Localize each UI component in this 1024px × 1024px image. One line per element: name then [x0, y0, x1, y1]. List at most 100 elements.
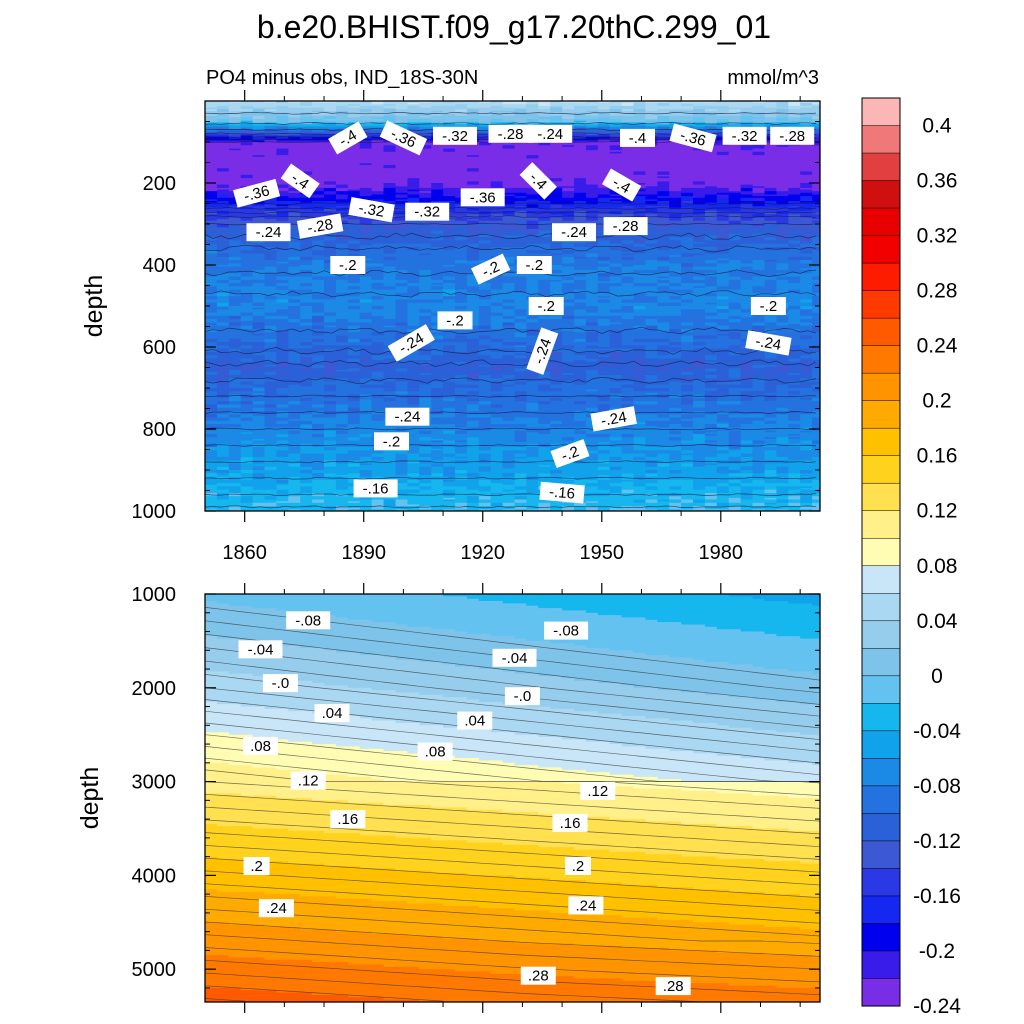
contour-fill-cell — [371, 163, 385, 166]
contour-fill-cell — [359, 163, 373, 166]
contour-fill-cell — [681, 192, 694, 195]
contour-fill-cell — [359, 142, 373, 145]
contour-fill-cell — [252, 119, 266, 122]
contour-fill-cell — [466, 160, 480, 163]
contour-fill-cell — [312, 114, 325, 117]
contour-fill-cell — [431, 110, 444, 113]
contour-fill-cell — [645, 173, 658, 176]
contour-fill-cell — [609, 196, 623, 199]
contour-fill-cell — [764, 102, 777, 105]
contour-fill-cell — [657, 156, 670, 159]
contour-fill-cell — [716, 104, 730, 107]
contour-fill-cell — [550, 176, 563, 179]
contour-fill-cell — [788, 120, 801, 123]
contour-fill-cell — [347, 173, 361, 176]
contour-fill-cell — [300, 199, 313, 202]
contour-fill-cell — [419, 127, 432, 130]
contour-fill-cell — [716, 101, 730, 104]
contour-fill-cell — [216, 212, 230, 215]
contour-fill-cell — [466, 212, 480, 215]
contour-fill-cell — [324, 125, 337, 128]
contour-fill-cell — [276, 163, 289, 166]
contour-fill-cell — [693, 181, 706, 184]
contour-fill-cell — [788, 153, 801, 156]
contour-fill-cell — [752, 155, 765, 158]
contour-fill-cell — [633, 192, 646, 195]
contour-fill-cell — [407, 105, 420, 109]
contour-fill-cell — [538, 202, 551, 205]
contour-fill-cell — [669, 109, 682, 112]
contour-fill-cell — [657, 151, 670, 154]
contour-fill-cell — [740, 155, 754, 158]
contour-fill-cell — [240, 206, 254, 209]
contour-fill-cell — [740, 150, 754, 153]
contour-fill-cell — [788, 206, 801, 209]
contour-fill-cell — [216, 137, 230, 140]
contour-fill-cell — [347, 143, 361, 146]
contour-fill-cell — [812, 104, 820, 107]
contour-fill-cell — [371, 145, 385, 148]
contour-fill-cell — [609, 199, 623, 202]
contour-fill-cell — [788, 105, 801, 109]
contour-fill-cell — [776, 146, 789, 150]
contour-fill-cell — [205, 148, 218, 151]
contour-fill-cell — [300, 128, 313, 132]
contour-fill-cell — [431, 194, 444, 197]
contour-fill-cell — [633, 115, 646, 118]
contour-fill-cell — [419, 119, 432, 122]
contour-fill-cell — [669, 178, 682, 181]
contour-fill-cell — [347, 156, 361, 159]
contour-fill-cell — [216, 102, 230, 105]
contour-fill-cell — [419, 120, 432, 123]
contour-fill-cell — [288, 140, 301, 143]
contour-fill-cell — [526, 107, 539, 110]
contour-fill-cell — [657, 179, 670, 182]
contour-fill-cell — [240, 161, 254, 164]
contour-fill-cell — [538, 165, 551, 168]
contour-fill-cell — [383, 184, 396, 187]
contour-fill-cell — [264, 173, 277, 176]
contour-fill-cell — [657, 145, 670, 148]
contour-fill-cell — [645, 178, 658, 181]
contour-fill-cell — [788, 178, 801, 181]
contour-fill-cell — [419, 161, 432, 164]
contour-fill-cell — [252, 160, 266, 163]
contour-fill-cell — [276, 140, 289, 143]
contour-fill-cell — [788, 117, 801, 120]
contour-fill-cell — [609, 109, 623, 112]
contour-fill-cell — [205, 199, 218, 202]
contour-fill-cell — [347, 165, 361, 168]
contour-fill-cell — [371, 171, 385, 174]
contour-fill-cell — [252, 117, 266, 120]
contour-fill-cell — [335, 196, 349, 199]
contour-fill-cell — [228, 179, 242, 182]
contour-fill-cell — [526, 151, 539, 154]
contour-fill-cell — [276, 143, 289, 146]
contour-fill-cell — [538, 169, 551, 173]
contour-fill-cell — [347, 161, 361, 164]
contour-fill-cell — [693, 187, 706, 191]
contour-fill-cell — [681, 155, 694, 158]
contour-fill-cell — [633, 148, 646, 151]
contour-fill-cell — [478, 124, 492, 127]
contour-fill-cell — [800, 183, 813, 186]
contour-fill-cell — [776, 102, 789, 105]
contour-fill-cell — [657, 120, 670, 123]
contour-fill-cell — [240, 137, 254, 140]
contour-fill-cell — [514, 153, 527, 156]
contour-fill-cell — [312, 119, 325, 122]
contour-fill-cell — [490, 156, 504, 159]
contour-fill-cell — [276, 146, 289, 150]
contour-fill-cell — [812, 194, 820, 197]
contour-fill-cell — [240, 125, 254, 128]
contour-fill-cell — [562, 102, 575, 105]
contour-fill-cell — [371, 199, 385, 202]
contour-fill-cell — [752, 146, 765, 150]
contour-fill-cell — [216, 127, 230, 130]
contour-fill-cell — [585, 187, 599, 191]
contour-fill-cell — [538, 156, 551, 159]
contour-fill-cell — [216, 173, 230, 176]
contour-fill-cell — [693, 114, 706, 117]
contour-fill-cell — [609, 101, 623, 104]
contour-fill-cell — [335, 117, 349, 120]
